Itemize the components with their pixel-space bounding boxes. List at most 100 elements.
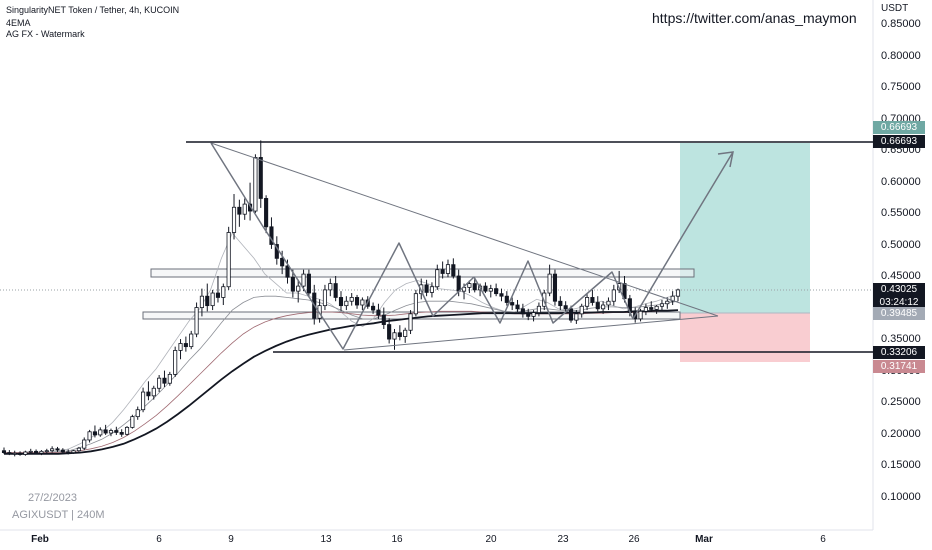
- candle-body-down: [483, 285, 488, 292]
- candle: [258, 140, 263, 208]
- candle-body-down: [333, 283, 338, 298]
- price-tick-label: 0.45000: [881, 270, 921, 283]
- candle: [242, 198, 247, 220]
- price-tick-label: 0.25000: [881, 396, 921, 409]
- candle-body-down: [237, 206, 242, 215]
- candle: [638, 308, 643, 322]
- candle-body-up: [574, 313, 579, 321]
- candle: [649, 301, 654, 312]
- candle: [387, 318, 392, 344]
- candle: [670, 291, 675, 306]
- candle-body-up: [231, 206, 237, 233]
- indicator-watermark-label[interactable]: AG FX - Watermark: [6, 29, 85, 39]
- candle-body-down: [381, 314, 386, 325]
- candle-body-up: [670, 295, 675, 302]
- candle: [526, 308, 531, 321]
- candle-body-down: [424, 284, 429, 293]
- candle: [611, 284, 616, 306]
- candle: [568, 305, 574, 323]
- candle: [34, 449, 39, 455]
- candle: [333, 276, 338, 302]
- triangle-lower-line[interactable]: [343, 315, 719, 351]
- stop-zone[interactable]: [680, 313, 810, 362]
- candle-body-down: [520, 308, 525, 315]
- candle: [429, 282, 434, 298]
- candle: [167, 371, 172, 386]
- candle-body-down: [504, 295, 509, 303]
- candle: [579, 303, 584, 318]
- candle: [344, 296, 349, 311]
- candle-body-up: [178, 343, 183, 351]
- candle-body-up: [226, 232, 231, 288]
- candle: [151, 385, 156, 400]
- candle-body-down: [1, 450, 7, 453]
- candle: [146, 381, 151, 401]
- candle-body-down: [114, 430, 119, 433]
- ema-lines: [4, 232, 679, 455]
- currency-label: USDT: [881, 3, 909, 14]
- time-tick-label: Feb: [31, 534, 49, 545]
- time-tick-label: 13: [320, 534, 332, 545]
- candle: [221, 283, 226, 306]
- candle-body-down: [183, 343, 188, 348]
- candle-body-up: [601, 304, 606, 310]
- candle-body-down: [7, 452, 12, 455]
- candle: [194, 302, 199, 338]
- candle: [408, 310, 413, 335]
- candle-body-up: [124, 426, 130, 435]
- indicator-ema-label[interactable]: 4EMA: [6, 18, 31, 28]
- candle-body-down: [215, 292, 221, 298]
- candle-body-down: [472, 283, 477, 291]
- candle: [360, 297, 365, 311]
- candle-body-up: [130, 416, 135, 428]
- candle: [397, 325, 402, 341]
- candle: [349, 293, 354, 306]
- candle: [467, 280, 472, 294]
- candle-body-up: [392, 332, 397, 340]
- candle-body-down: [162, 377, 167, 384]
- candle-body-up: [531, 312, 536, 317]
- ema-line-light: [4, 232, 679, 454]
- candle-body-down: [456, 275, 461, 292]
- price-tick-label: 0.55000: [881, 207, 921, 220]
- candle: [451, 258, 456, 279]
- candle-body-down: [285, 265, 290, 278]
- candle: [157, 375, 162, 393]
- candle-body-up: [210, 292, 215, 307]
- candle-body-up: [135, 409, 140, 418]
- time-tick-label: 6: [156, 534, 162, 545]
- candle-body-down: [515, 304, 520, 310]
- entry-badge: 0.39485: [873, 307, 925, 320]
- triangle-upper-line[interactable]: [210, 142, 719, 317]
- resistance-zone-box[interactable]: [150, 268, 695, 278]
- candle-body-up: [429, 286, 434, 293]
- candle: [306, 269, 311, 297]
- candle-body-up: [579, 305, 584, 315]
- candle-body-up: [82, 439, 87, 449]
- candle: [494, 283, 499, 297]
- candle: [50, 446, 55, 453]
- candle: [114, 426, 119, 435]
- candle-body-up: [167, 373, 172, 384]
- candle-body-up: [654, 305, 659, 310]
- candle-body-up: [87, 431, 92, 441]
- candle: [392, 328, 397, 350]
- candle-body-down: [568, 308, 574, 321]
- candle-body-down: [60, 449, 65, 453]
- candle-body-down: [119, 432, 124, 435]
- candle-body-up: [435, 269, 440, 288]
- target-zone[interactable]: [680, 143, 810, 313]
- price-tick-label: 0.35000: [881, 333, 921, 346]
- candle-body-down: [280, 257, 285, 267]
- candle-body-up: [467, 283, 472, 288]
- symbol-title: SingularityNET Token / Tether, 4h, KUCOI…: [6, 5, 180, 15]
- candle: [445, 259, 451, 278]
- candle-body-down: [387, 324, 392, 340]
- wave-pattern-line[interactable]: [210, 142, 734, 350]
- support-badge: 0.33206: [873, 346, 925, 359]
- candle-body-up: [253, 157, 258, 212]
- candle-body-up: [296, 285, 301, 292]
- candle-body-up: [536, 305, 541, 313]
- candle-body-up: [71, 450, 76, 453]
